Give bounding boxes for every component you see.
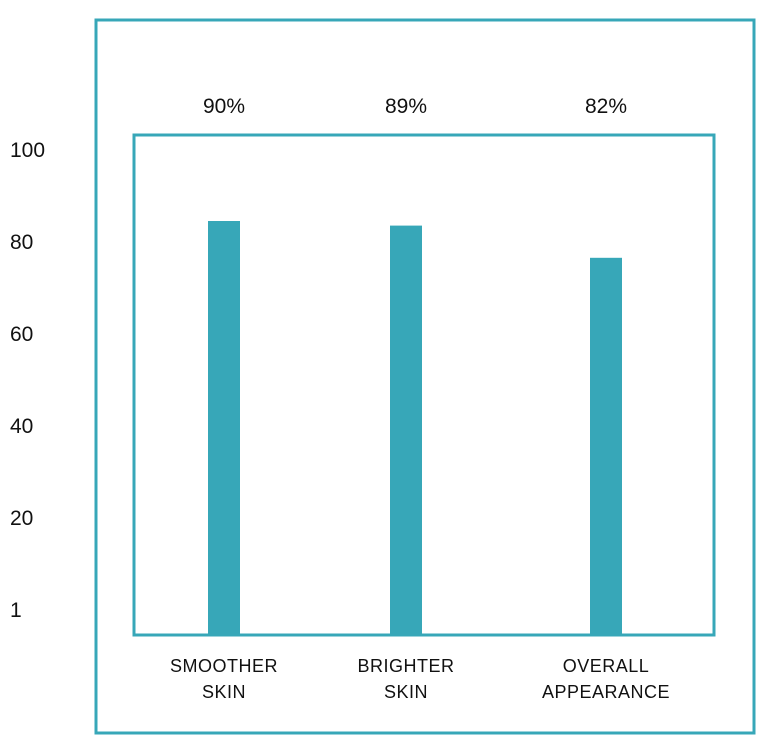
category-label: APPEARANCE bbox=[542, 682, 670, 702]
y-axis-tick-labels: 100 80 60 40 20 1 bbox=[10, 139, 45, 622]
bar bbox=[390, 225, 422, 635]
bar-value-label: 82% bbox=[585, 95, 627, 118]
plot-area-frame bbox=[132, 133, 716, 637]
y-tick-label: 40 bbox=[10, 415, 33, 438]
value-labels: 90% 89% 82% bbox=[203, 95, 627, 118]
bar-value-label: 89% bbox=[385, 95, 427, 118]
category-labels: SMOOTHER SKIN BRIGHTER SKIN OVERALL APPEARANC… bbox=[170, 656, 670, 702]
outer-frame bbox=[94, 18, 756, 735]
y-tick-label: 80 bbox=[10, 231, 33, 254]
y-tick-label: 1 bbox=[10, 599, 22, 622]
bar-value-label: 90% bbox=[203, 95, 245, 118]
bar bbox=[208, 221, 240, 635]
category-label: BRIGHTER bbox=[357, 656, 454, 676]
bars bbox=[208, 221, 622, 635]
bar bbox=[590, 257, 622, 635]
category-label: OVERALL bbox=[563, 656, 650, 676]
y-tick-label: 60 bbox=[10, 323, 33, 346]
y-tick-label: 100 bbox=[10, 139, 45, 162]
category-label: SKIN bbox=[202, 682, 246, 702]
y-tick-label: 20 bbox=[10, 507, 33, 530]
category-label: SKIN bbox=[384, 682, 428, 702]
category-label: SMOOTHER bbox=[170, 656, 278, 676]
